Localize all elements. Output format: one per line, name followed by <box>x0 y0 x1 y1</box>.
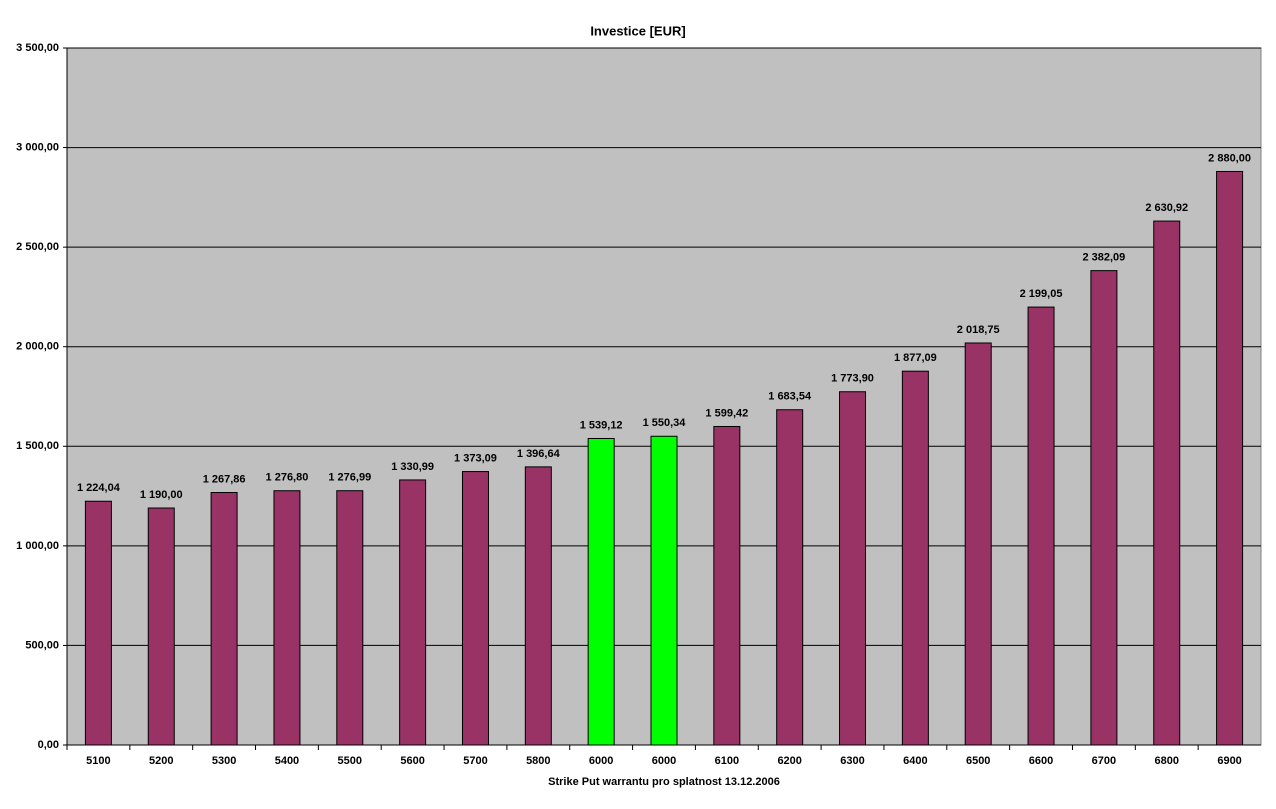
bar <box>210 492 238 746</box>
value-label: 1 396,64 <box>517 448 561 460</box>
x-tick-label: 5800 <box>526 755 550 767</box>
x-tick-label: 5200 <box>149 755 173 767</box>
y-tick-label: 2 000,00 <box>16 341 59 353</box>
y-tick-label: 1 500,00 <box>16 440 59 452</box>
value-label: 1 539,12 <box>580 419 623 431</box>
bar <box>1027 306 1055 746</box>
x-tick-label: 5600 <box>400 755 424 767</box>
value-label: 1 224,04 <box>77 482 121 494</box>
x-tick-label: 5500 <box>338 755 362 767</box>
bar <box>650 435 678 746</box>
y-tick-label: 1 000,00 <box>16 540 59 552</box>
bar <box>587 437 615 746</box>
value-label: 2 382,09 <box>1082 252 1125 264</box>
bar <box>461 471 489 746</box>
chart-title: Investice [EUR] <box>590 23 685 38</box>
x-tick-label: 5300 <box>212 755 236 767</box>
bar <box>1216 170 1244 746</box>
y-tick-label: 500,00 <box>25 639 59 651</box>
value-label: 1 267,86 <box>203 473 246 485</box>
bar <box>964 342 992 746</box>
x-tick-label: 6300 <box>840 755 864 767</box>
value-label: 1 683,54 <box>768 391 812 403</box>
value-label: 1 373,09 <box>454 452 497 464</box>
value-label: 1 330,99 <box>391 461 434 473</box>
y-tick-label: 0,00 <box>38 739 59 751</box>
x-tick-label: 6000 <box>589 755 613 767</box>
value-label: 1 550,34 <box>643 417 687 429</box>
x-tick-label: 6200 <box>777 755 801 767</box>
y-tick-label: 3 000,00 <box>16 141 59 153</box>
bar <box>901 370 929 746</box>
x-tick-label: 6400 <box>903 755 927 767</box>
bar <box>273 490 301 746</box>
value-label: 1 276,80 <box>266 472 309 484</box>
x-axis-label: Strike Put warrantu pro splatnost 13.12.… <box>548 776 780 788</box>
bar <box>84 500 112 746</box>
bar <box>336 490 364 746</box>
x-tick-label: 6900 <box>1217 755 1241 767</box>
bar <box>147 507 175 746</box>
bar <box>399 479 427 746</box>
value-label: 1 599,42 <box>705 407 748 419</box>
value-label: 1 190,00 <box>140 489 183 501</box>
value-label: 2 630,92 <box>1145 202 1188 214</box>
value-label: 1 773,90 <box>831 373 874 385</box>
x-tick-label: 6700 <box>1092 755 1116 767</box>
y-tick-label: 3 500,00 <box>16 42 59 54</box>
x-tick-label: 5100 <box>86 755 110 767</box>
bar <box>776 409 804 746</box>
bar <box>524 466 552 746</box>
x-tick-label: 6600 <box>1029 755 1053 767</box>
bar <box>713 425 741 746</box>
x-tick-label: 6000 <box>652 755 676 767</box>
x-tick-label: 6100 <box>715 755 739 767</box>
x-tick-label: 5400 <box>275 755 299 767</box>
value-label: 2 880,00 <box>1208 152 1251 164</box>
x-tick-label: 6800 <box>1154 755 1178 767</box>
bar <box>839 391 867 746</box>
bar <box>1153 220 1181 746</box>
value-label: 2 018,75 <box>957 324 1000 336</box>
value-label: 2 199,05 <box>1020 288 1063 300</box>
value-label: 1 877,09 <box>894 352 937 364</box>
x-tick-label: 5700 <box>463 755 487 767</box>
value-label: 1 276,99 <box>328 472 371 484</box>
y-tick-label: 2 500,00 <box>16 241 59 253</box>
x-tick-label: 6500 <box>966 755 990 767</box>
bar <box>1090 270 1118 746</box>
